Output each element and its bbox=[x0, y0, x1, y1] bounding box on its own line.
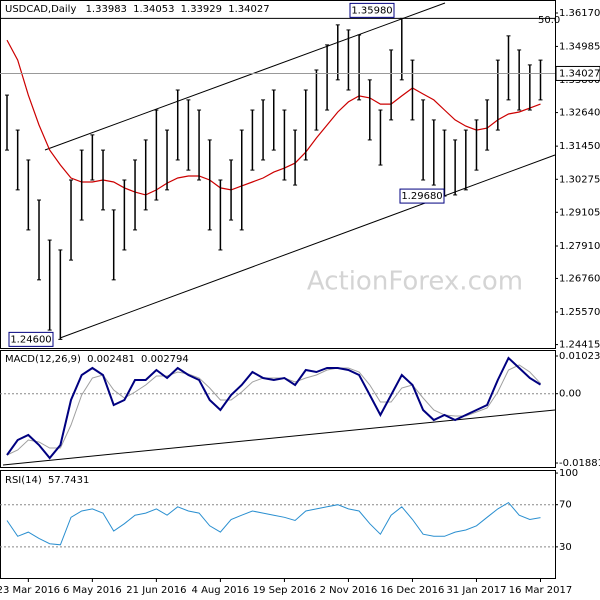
rsi-value: 57.7431 bbox=[48, 475, 89, 486]
moving-average bbox=[6, 39, 541, 196]
level-label: 1.24600 bbox=[10, 334, 51, 345]
last-price-box bbox=[555, 65, 600, 81]
level-box bbox=[399, 188, 445, 204]
y-tick-label: 0.010234 bbox=[559, 351, 600, 362]
rsi-title: RSI(14) bbox=[5, 475, 42, 486]
fib-label: 50.0 bbox=[538, 15, 560, 26]
level-label: 1.29680 bbox=[401, 191, 442, 202]
y-tick-label: 1.25570 bbox=[559, 307, 600, 318]
y-tick-label: 1.31450 bbox=[559, 141, 600, 152]
y-tick-label: 0.00 bbox=[559, 389, 581, 400]
macd-value: 0.002481 bbox=[87, 354, 135, 365]
channel-lower bbox=[59, 154, 556, 339]
y-tick-label: 100 bbox=[559, 468, 578, 479]
rsi-panel bbox=[0, 470, 556, 579]
header-high: 1.34053 bbox=[133, 4, 174, 15]
indicator-line bbox=[6, 501, 541, 546]
macd-header: MACD(12,26,9) 0.002481 0.002794 bbox=[5, 354, 189, 365]
y-tick-label: 1.34985 bbox=[559, 41, 600, 52]
y-tick-label: 1.36170 bbox=[559, 8, 600, 19]
x-tick-label: 21 Jun 2016 bbox=[126, 585, 186, 596]
y-tick-label: 30 bbox=[559, 542, 572, 553]
y-tick-label: 70 bbox=[559, 500, 572, 511]
macd-title: MACD(12,26,9) bbox=[5, 354, 81, 365]
channel-upper bbox=[44, 2, 446, 151]
y-tick-label: 1.24415 bbox=[559, 340, 600, 351]
y-tick-label: 1.27910 bbox=[559, 241, 600, 252]
x-tick-label: 4 Aug 2016 bbox=[192, 585, 250, 596]
indicator-line bbox=[6, 356, 542, 460]
macd-panel bbox=[0, 350, 556, 468]
signal-value: 0.002794 bbox=[141, 354, 189, 365]
header-open: 1.33983 bbox=[86, 4, 127, 15]
x-tick-label: 16 Dec 2016 bbox=[381, 585, 445, 596]
x-tick-label: 16 Mar 2017 bbox=[509, 585, 572, 596]
y-tick-label: -0.018819 bbox=[559, 458, 600, 469]
indicator-line bbox=[6, 364, 541, 456]
y-tick-label: 1.26760 bbox=[559, 273, 600, 284]
x-tick-label: 6 May 2016 bbox=[63, 585, 122, 596]
header-low: 1.33929 bbox=[181, 4, 222, 15]
x-tick-label: 19 Sep 2016 bbox=[253, 585, 316, 596]
price-header: USDCAD,Daily 1.33983 1.34053 1.33929 1.3… bbox=[5, 4, 270, 15]
level-box bbox=[8, 331, 54, 347]
y-tick-label: 1.30275 bbox=[559, 174, 600, 185]
x-tick-label: 23 Mar 2016 bbox=[0, 585, 60, 596]
level-label: 1.35980 bbox=[351, 5, 392, 16]
x-tick-label: 31 Jan 2017 bbox=[447, 585, 507, 596]
x-tick-label: 2 Nov 2016 bbox=[320, 585, 378, 596]
last-price-label: 1.34027 bbox=[559, 68, 600, 79]
header-close: 1.34027 bbox=[228, 4, 269, 15]
rsi-header: RSI(14) 57.7431 bbox=[5, 475, 89, 486]
watermark: ActionForex.com bbox=[307, 267, 523, 297]
y-tick-label: 1.29105 bbox=[559, 207, 600, 218]
level-box bbox=[349, 2, 395, 18]
price-panel bbox=[0, 0, 556, 349]
symbol: USDCAD,Daily bbox=[5, 4, 76, 15]
y-tick-label: 1.32640 bbox=[559, 108, 600, 119]
macd-trendline bbox=[2, 409, 556, 466]
